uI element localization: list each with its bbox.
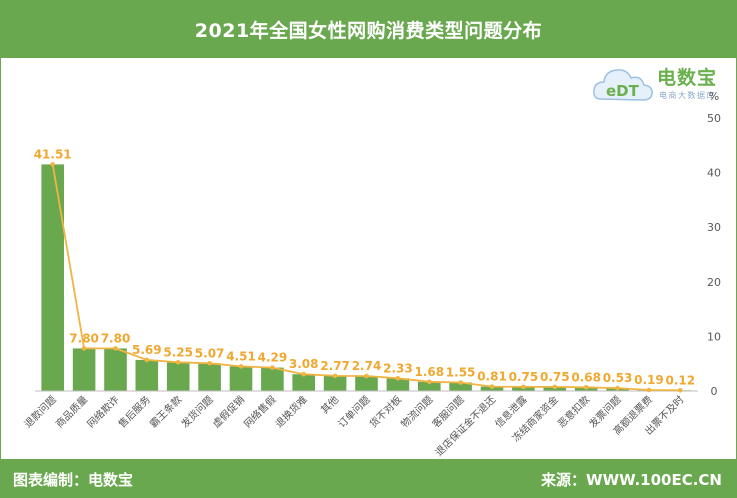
logo-brand: 电数宝 (657, 67, 718, 89)
data-label-19: 0.53 (603, 371, 633, 385)
logo-tagline: 电商大数据库 (659, 91, 716, 100)
y-tick-4: 40 (707, 167, 721, 180)
trend-point-2 (81, 346, 87, 351)
data-label-4: 5.69 (132, 343, 162, 357)
data-label-1: 41.51 (34, 147, 72, 161)
trend-point-9 (301, 371, 307, 377)
trend-point-12 (395, 376, 401, 381)
trend-point-11 (364, 373, 369, 379)
y-tick-2: 20 (707, 276, 721, 289)
trend-point-4 (144, 357, 150, 363)
data-label-16: 0.75 (509, 370, 539, 384)
y-tick-5: 50 (707, 112, 721, 125)
x-label-8: 网络售假 (241, 393, 278, 430)
trend-point-5 (175, 360, 181, 365)
data-label-10: 2.77 (320, 359, 350, 373)
x-label-18: 恶意扣款 (555, 393, 592, 430)
trend-point-19 (615, 385, 620, 391)
y-tick-1: 10 (707, 330, 721, 343)
bar-9 (292, 374, 315, 391)
footer-credit: 图表编制：电数宝 (13, 471, 134, 489)
data-label-21: 0.12 (665, 373, 695, 387)
data-label-18: 0.68 (571, 370, 601, 384)
data-label-11: 2.74 (352, 359, 382, 373)
chart-title: 2021年全国女性网购消费类型问题分布 (194, 20, 543, 42)
data-label-8: 4.29 (258, 351, 288, 365)
y-tick-3: 30 (707, 221, 721, 234)
trend-point-10 (332, 373, 338, 379)
x-label-7: 虚假促销 (210, 393, 247, 430)
trend-point-21 (678, 388, 683, 393)
y-tick-0: 0 (711, 385, 718, 398)
trend-point-17 (552, 384, 558, 390)
bar-13 (418, 381, 441, 391)
x-label-10: 其他 (318, 393, 341, 416)
data-label-6: 5.07 (195, 346, 225, 360)
bar-3 (104, 348, 127, 391)
footer-source: 来源：WWW.100EC.CN (541, 471, 722, 489)
bar-7 (229, 366, 253, 391)
data-label-20: 0.19 (634, 373, 664, 387)
data-label-13: 1.68 (414, 365, 444, 379)
trend-point-18 (583, 385, 589, 390)
bar-11 (355, 376, 378, 391)
x-label-11: 订单问题 (335, 393, 372, 430)
y-axis-ticks: 0 10 20 30 40 50 (707, 112, 721, 398)
trend-point-1 (50, 162, 55, 167)
bar-12 (386, 378, 410, 391)
logo-mark: eDT (606, 82, 640, 100)
x-label-5: 霸王条款 (147, 393, 184, 430)
trend-points (50, 162, 683, 393)
trend-point-16 (521, 384, 526, 390)
trend-point-20 (646, 387, 652, 393)
bar-1 (41, 164, 64, 391)
bar-14 (449, 382, 472, 391)
x-label-6: 发货问题 (178, 393, 215, 430)
trend-point-7 (238, 364, 244, 369)
cloud-logo-icon: eDT (593, 69, 653, 101)
bars-group (41, 164, 692, 391)
data-label-2: 7.80 (69, 331, 99, 345)
data-label-15: 0.81 (477, 370, 507, 384)
bar-6 (198, 363, 221, 391)
brand-logo: eDT 电数宝 电商大数据库 (591, 61, 731, 107)
bar-5 (166, 362, 190, 391)
bar-10 (323, 375, 347, 391)
x-label-9: 退换货难 (272, 393, 309, 430)
data-label-12: 2.33 (383, 361, 413, 375)
y-axis-unit: % (709, 90, 719, 103)
bar-2 (72, 348, 96, 391)
bar-8 (261, 367, 284, 391)
x-label-12: 货不对板 (367, 393, 404, 430)
trend-point-13 (427, 379, 432, 385)
x-label-2: 商品质量 (53, 393, 90, 430)
trend-point-8 (270, 365, 275, 370)
x-label-3: 网络欺诈 (84, 393, 121, 430)
x-label-1: 退款问题 (21, 393, 58, 430)
data-label-7: 4.51 (226, 349, 256, 363)
trend-point-6 (207, 361, 212, 366)
trend-point-15 (489, 384, 495, 389)
trend-point-3 (113, 346, 118, 351)
x-label-4: 售后服务 (115, 393, 152, 430)
data-label-9: 3.08 (289, 357, 319, 371)
data-labels: 41.517.80 7.805.69 5.25 5.07 4.51 4.29 3.08 2.7… (34, 147, 695, 387)
bar-4 (135, 359, 159, 391)
chart-title-bar: 2021年全国女性网购消费类型问题分布 (1, 1, 736, 58)
data-label-5: 5.25 (163, 345, 193, 359)
data-label-3: 7.80 (101, 331, 131, 345)
data-label-17: 0.75 (540, 370, 570, 384)
trend-point-14 (458, 380, 463, 385)
data-label-14: 1.55 (446, 366, 476, 380)
footer-bar: 图表编制：电数宝 来源：WWW.100EC.CN (1, 459, 736, 497)
x-label-13: 物流问题 (398, 393, 435, 430)
